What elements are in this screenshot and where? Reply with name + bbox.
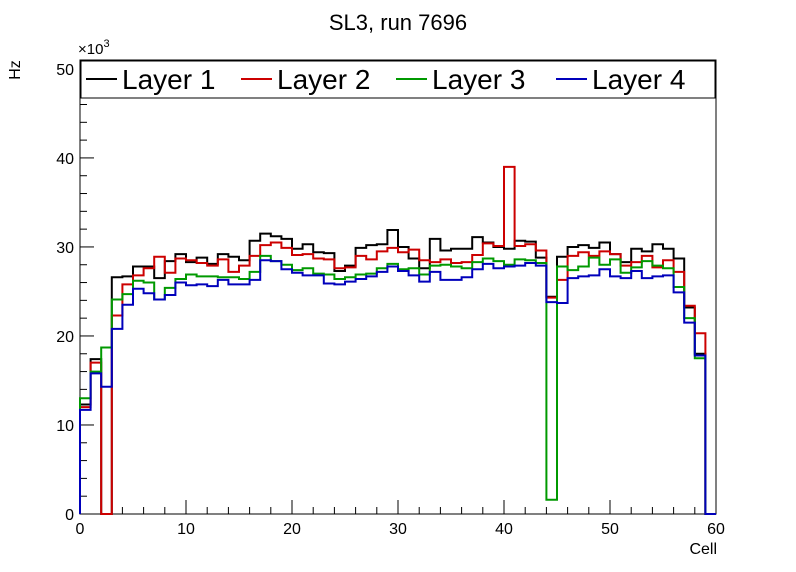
y-multiplier: ×103 xyxy=(78,38,110,58)
y-tick-label: 20 xyxy=(56,329,74,346)
legend-label: Layer 2 xyxy=(277,64,370,95)
y-tick-label: 30 xyxy=(56,240,74,257)
axis-ticks: 0 10 20 30 40 50 60 0 10 20 30 40 50 xyxy=(56,62,725,538)
y-multiplier-exponent: 3 xyxy=(103,38,109,50)
x-tick-label: 30 xyxy=(389,521,407,538)
x-tick-label: 20 xyxy=(283,521,301,538)
legend-label: Layer 4 xyxy=(592,64,685,95)
legend-label: Layer 3 xyxy=(432,64,525,95)
y-axis-label: Hz xyxy=(7,60,24,80)
legend: Layer 1 Layer 2 Layer 3 Layer 4 xyxy=(80,60,716,99)
x-tick-label: 40 xyxy=(495,521,513,538)
series-2 xyxy=(79,165,716,515)
series-line xyxy=(79,259,716,515)
y-tick-label: 0 xyxy=(65,507,74,524)
y-tick-label: 10 xyxy=(56,418,74,435)
legend-label: Layer 1 xyxy=(122,64,215,95)
y-tick-label: 40 xyxy=(56,151,74,168)
y-multiplier-base: ×10 xyxy=(78,41,103,58)
series-line xyxy=(79,165,716,515)
svg-text:×103: ×103 xyxy=(78,38,110,58)
x-tick-label: 10 xyxy=(177,521,195,538)
x-tick-label: 50 xyxy=(601,521,619,538)
series-group xyxy=(79,165,716,515)
x-tick-label: 0 xyxy=(76,521,85,538)
series-4 xyxy=(79,259,716,515)
x-axis-label: Cell xyxy=(689,541,717,558)
chart-title: SL3, run 7696 xyxy=(329,10,467,35)
x-tick-label: 60 xyxy=(707,521,725,538)
y-tick-label: 50 xyxy=(56,62,74,79)
